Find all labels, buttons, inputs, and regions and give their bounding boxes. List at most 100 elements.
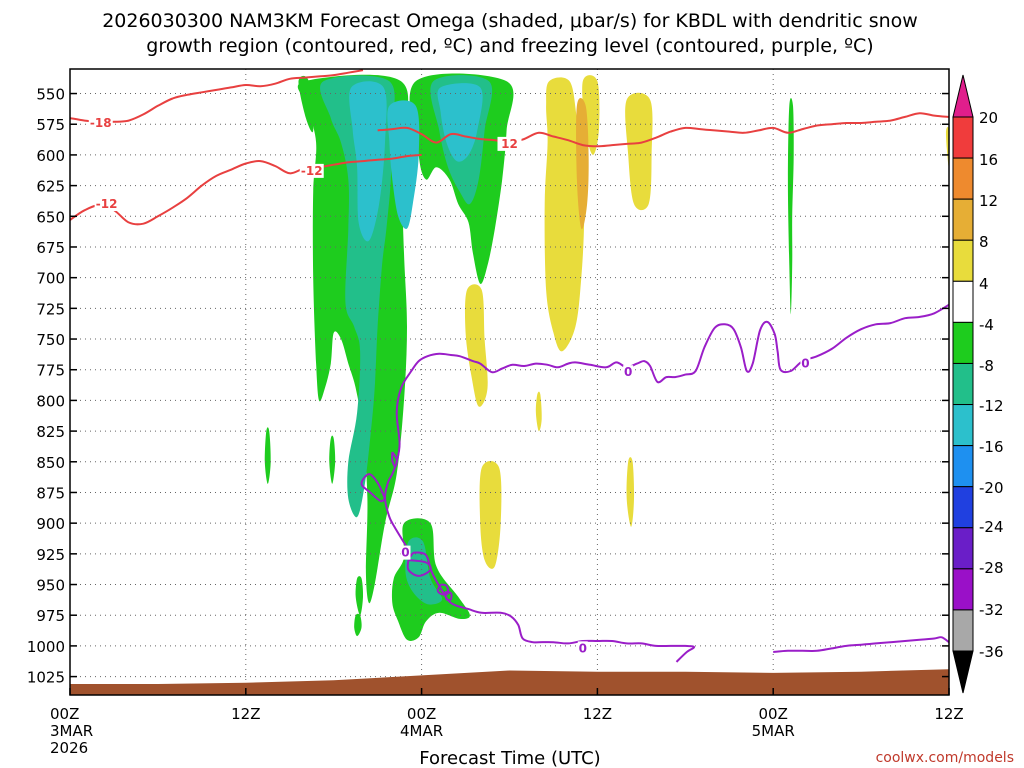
colorbar-bin-3 <box>952 239 974 282</box>
omega-region-ascent-dot-3 <box>355 576 364 616</box>
omega-region-ascent-dot-4 <box>354 613 362 637</box>
colorbar-bin-6 <box>952 362 974 406</box>
colorbar-bin-12 <box>952 609 974 652</box>
isotherm-label-2: -12 <box>96 197 118 211</box>
y-tick-label-825: 825 <box>36 423 65 441</box>
omega-region-descent-core <box>576 98 589 230</box>
isotherm-label-bg-3 <box>497 136 522 151</box>
omega-region-descent-band-8 <box>945 126 949 168</box>
colorbar-bin-8 <box>952 445 974 488</box>
freezing-level-main <box>383 303 949 663</box>
y-tick-label-950: 950 <box>36 577 65 595</box>
y-tick-label-925: 925 <box>36 546 65 564</box>
y-tick-label-800: 800 <box>36 392 65 410</box>
colorbar-tick-label-9: -20 <box>979 479 1004 497</box>
colorbar-tick-label-1: 16 <box>979 151 998 169</box>
y-tick-label-975: 975 <box>36 607 65 625</box>
freezing-label-0: 0 <box>401 546 409 560</box>
chart-title-line2: growth region (contoured, red, ºC) and f… <box>146 35 873 57</box>
y-tick-label-850: 850 <box>36 454 65 472</box>
colorbar-bin-0 <box>952 116 974 159</box>
isotherm-label-bg-2 <box>94 197 119 212</box>
freezing-label-2: 0 <box>624 365 632 379</box>
y-tick-label-1025: 1025 <box>27 669 65 687</box>
colorbar-tick-label-10: -24 <box>979 518 1004 536</box>
freezing-level-ring-3 <box>444 590 453 602</box>
freezing-label-3: 0 <box>801 357 809 371</box>
omega-region-descent-band-6 <box>535 391 542 432</box>
y-tick-label-725: 725 <box>36 300 65 318</box>
omega-region-descent-band-1 <box>544 77 585 352</box>
colorbar-tick-label-12: -32 <box>979 601 1004 619</box>
y-tick-label-650: 650 <box>36 208 65 226</box>
isotherm-label-bg-0 <box>88 116 113 131</box>
omega-region-ascent-moderate-low <box>405 537 443 605</box>
y-tick-label-675: 675 <box>36 239 65 257</box>
omega-region-descent-band-4 <box>464 284 488 407</box>
colorbar-bin-5 <box>952 321 974 364</box>
colorbar-bin-1 <box>952 157 974 200</box>
omega-region-ascent-blob-low <box>391 518 470 641</box>
y-tick-label-625: 625 <box>36 178 65 196</box>
omega-region-ascent-dot-2 <box>329 435 336 484</box>
y-tick-label-600: 600 <box>36 147 65 165</box>
colorbar-bin-9 <box>952 486 974 529</box>
freezing-label-bg-3 <box>800 356 811 371</box>
isotherm-label-1: -12 <box>301 164 323 178</box>
grid-lines <box>70 69 949 695</box>
y-tick-label-575: 575 <box>36 116 65 134</box>
omega-region-ascent-dot-1 <box>264 427 271 484</box>
plot-area: -18 -12 -12 12 0 0 0 0 <box>70 69 949 695</box>
terrain-area <box>70 669 949 695</box>
y-tick-label-900: 900 <box>36 515 65 533</box>
credit-text: coolwx.com/models <box>876 750 1014 766</box>
omega-region-ascent-strong-center <box>387 100 420 229</box>
x-tick-label-0: 00Z <box>50 705 79 723</box>
y-tick-label-700: 700 <box>36 270 65 288</box>
colorbar-tick-label-13: -36 <box>979 643 1004 661</box>
colorbar-bin-11 <box>952 568 974 611</box>
colorbar-tick-label-7: -12 <box>979 397 1004 415</box>
freezing-level-ring-4 <box>391 451 398 468</box>
x-tick-label-1: 12Z <box>231 705 260 723</box>
x-tick-year-0: 2026 <box>50 739 88 757</box>
isotherm-label-3: 12 <box>501 137 518 151</box>
freezing-level-contours: 0 0 0 0 <box>360 303 949 663</box>
plot-frame <box>69 68 950 696</box>
y-tick-label-775: 775 <box>36 362 65 380</box>
omega-region-ascent-strong-east <box>437 83 483 162</box>
freezing-label-bg-1 <box>577 641 588 656</box>
omega-region-ascent-strip-early <box>298 75 314 133</box>
colorbar-tick-label-11: -28 <box>979 559 1004 577</box>
isotherm-minus12-lower <box>70 153 422 226</box>
freezing-label-bg-0 <box>400 545 411 560</box>
omega-region-descent-band-3 <box>625 92 653 211</box>
x-tick-date-4: 5MAR <box>752 722 795 740</box>
freezing-label-bg-2 <box>623 365 634 380</box>
colorbar-top-arrow <box>952 74 974 118</box>
y-axis: 550 575 600 625 650 675 700 725 750 775 800 825 850 8… <box>27 86 949 687</box>
y-tick-label-550: 550 <box>36 86 65 104</box>
x-tick-label-3: 12Z <box>583 705 612 723</box>
y-tick-label-875: 875 <box>36 484 65 502</box>
x-axis-label: Forecast Time (UTC) <box>419 748 600 768</box>
dgz-contours: -18 -12 -12 12 <box>70 69 949 226</box>
colorbar-bottom-arrow <box>952 650 974 694</box>
freezing-level-notch <box>360 473 386 503</box>
colorbar-bin-7 <box>952 404 974 447</box>
colorbar-tick-label-3: 8 <box>979 233 989 251</box>
omega-region-ascent-streak-5mar <box>787 98 794 315</box>
isotherm-label-bg-1 <box>299 163 324 178</box>
colorbar-tick-label-2: 12 <box>979 192 998 210</box>
freezing-level-ring-1 <box>406 559 432 577</box>
omega-region-descent-band-5 <box>479 461 502 569</box>
colorbar-tick-label-5: -4 <box>979 316 994 334</box>
isotherm-minus18-line <box>70 69 364 123</box>
y-tick-label-1000: 1000 <box>27 638 65 656</box>
colorbar-tick-label-0: 20 <box>979 109 998 127</box>
x-tick-date-0: 3MAR <box>50 722 93 740</box>
chart-title-line1: 2026030300 NAM3KM Forecast Omega (shaded… <box>102 10 918 32</box>
x-tick-label-2: 00Z <box>407 705 436 723</box>
omega-shading <box>264 73 949 641</box>
